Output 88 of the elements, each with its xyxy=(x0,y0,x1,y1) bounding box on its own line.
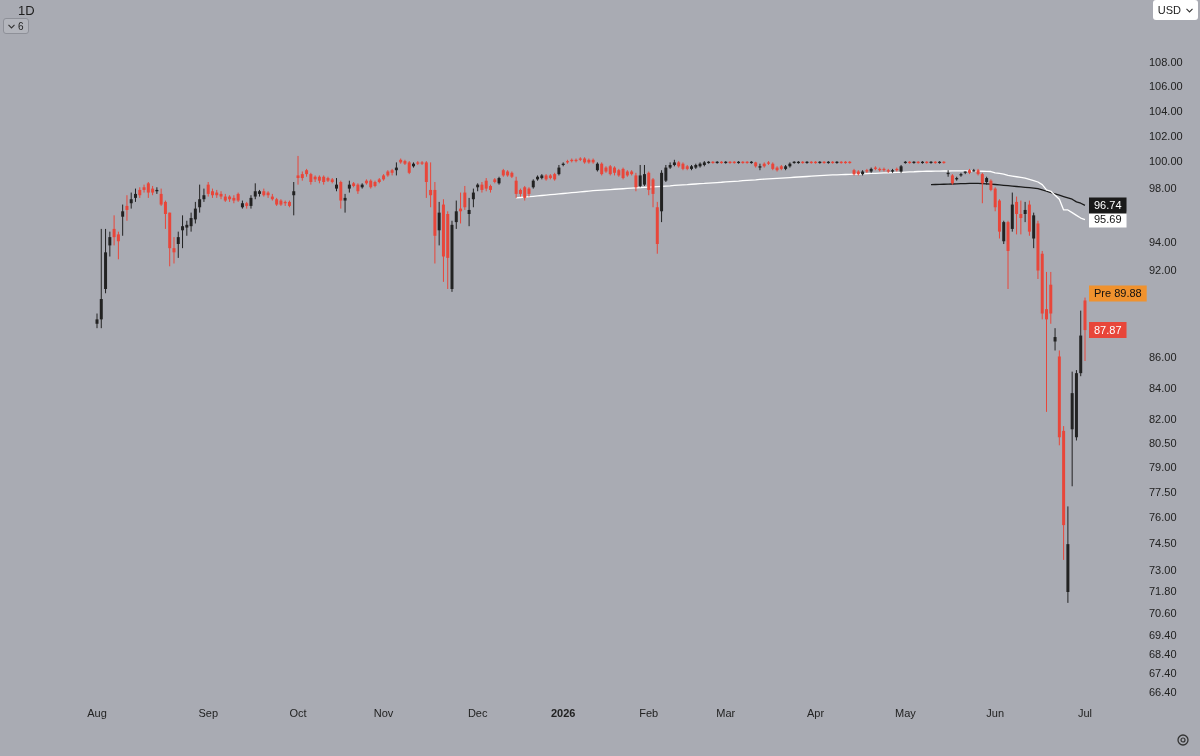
candlestick xyxy=(424,160,428,199)
text: Pre 89.88 xyxy=(1094,287,1142,300)
candlestick xyxy=(249,194,253,210)
candlestick xyxy=(471,188,475,208)
candlestick xyxy=(463,185,467,211)
candlestick xyxy=(296,155,300,186)
text: 6 xyxy=(18,20,24,32)
y-tick-label: 86.00 xyxy=(1149,351,1177,364)
candlestick xyxy=(189,212,193,233)
candlestick xyxy=(467,197,471,227)
candlestick xyxy=(454,200,458,230)
y-tick-label: 98.00 xyxy=(1149,181,1177,194)
data-label: 96.74 xyxy=(1094,198,1122,211)
candlestick xyxy=(527,186,531,198)
candlestick xyxy=(232,194,236,204)
y-tick-label: 70.60 xyxy=(1149,606,1177,619)
y-tick-label: 73.00 xyxy=(1149,563,1177,576)
candlestick xyxy=(172,236,176,264)
candlestick xyxy=(1023,201,1027,223)
y-tick-label: 76.00 xyxy=(1149,511,1177,524)
x-tick-label: Mar xyxy=(716,707,736,720)
x-tick-label: May xyxy=(894,707,917,720)
candlestick xyxy=(116,231,120,260)
candlestick xyxy=(121,204,125,237)
candlestick xyxy=(198,184,202,214)
y-tick-label: 74.50 xyxy=(1149,537,1177,550)
candlestick xyxy=(1015,196,1019,235)
candlestick xyxy=(176,231,180,259)
candlestick xyxy=(1032,212,1036,249)
candlestick xyxy=(99,228,103,329)
x-tick-label: Aug xyxy=(87,707,107,720)
y-tick-label: 92.00 xyxy=(1149,263,1177,276)
candlestick xyxy=(647,171,651,196)
candlestick xyxy=(980,172,984,204)
candlestick xyxy=(219,190,223,200)
candlestick xyxy=(865,168,869,174)
y-tick-label: 67.40 xyxy=(1149,667,1177,680)
chart-title: 1D xyxy=(18,3,35,18)
y-axis-title: USD xyxy=(1157,4,1181,16)
candlestick xyxy=(339,180,343,210)
y-tick-label: 79.00 xyxy=(1149,461,1177,474)
data-label: 95.69 xyxy=(1094,213,1122,226)
candlestick xyxy=(668,161,672,170)
y-tick-label: 84.00 xyxy=(1149,381,1177,394)
candlestick xyxy=(181,214,185,249)
candlestick xyxy=(142,184,146,194)
x-tick-label: Sep xyxy=(198,707,218,720)
candlestick xyxy=(292,181,296,216)
x-tick-label: Apr xyxy=(806,707,825,720)
candlestick xyxy=(480,181,484,194)
y-tick-label: 82.00 xyxy=(1149,412,1177,425)
candlestick xyxy=(651,177,655,208)
y-tick-label: 68.40 xyxy=(1149,647,1177,660)
candlestick xyxy=(1019,200,1023,235)
candlestick xyxy=(634,172,638,192)
candlestick xyxy=(437,201,441,246)
y-tick-label: 66.40 xyxy=(1149,686,1177,699)
candlestick xyxy=(112,214,116,246)
x-tick-label: Oct xyxy=(289,707,307,720)
x-tick-label: Nov xyxy=(373,707,394,720)
candlestick xyxy=(1053,327,1057,351)
y-tick-label: 80.50 xyxy=(1149,436,1177,449)
candlestick xyxy=(202,188,206,203)
candlestick xyxy=(343,193,347,214)
candlestick xyxy=(108,231,112,258)
candlestick xyxy=(642,164,646,187)
x-tick-label: 2026 xyxy=(550,707,576,720)
annotation: 87.87 xyxy=(1094,323,1122,336)
candlestick xyxy=(1002,220,1006,245)
y-tick-label: 77.50 xyxy=(1149,485,1177,498)
y-tick-label: 104.00 xyxy=(1149,104,1183,117)
candlestick xyxy=(356,182,360,195)
candlestick xyxy=(758,163,762,171)
candlestick xyxy=(193,201,197,224)
y-tick-label: 94.00 xyxy=(1149,235,1177,248)
y-tick-label: 106.00 xyxy=(1149,79,1183,92)
x-tick-label: Feb xyxy=(639,707,659,720)
candlestick xyxy=(638,164,642,188)
y-tick-label: 100.00 xyxy=(1149,155,1183,168)
y-tick-label: 69.40 xyxy=(1149,629,1177,642)
candlestick xyxy=(514,176,518,199)
x-tick-label: Dec xyxy=(467,707,488,720)
x-tick-label: Jul xyxy=(1077,707,1093,720)
candlestick xyxy=(125,194,129,222)
y-tick-label: 71.80 xyxy=(1149,585,1177,598)
y-tick-label: 108.00 xyxy=(1149,55,1183,68)
x-tick-label: Jun xyxy=(986,707,1005,720)
y-tick-label: 102.00 xyxy=(1149,129,1183,142)
